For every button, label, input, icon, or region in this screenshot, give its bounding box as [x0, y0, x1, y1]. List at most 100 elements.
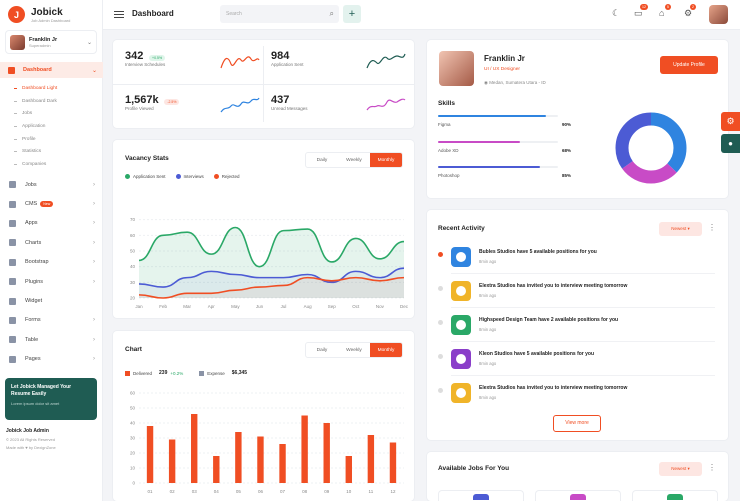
skill-value: 68% — [561, 148, 571, 153]
sidebar-item-jobs[interactable]: Jobs › — [0, 175, 103, 194]
tab-daily[interactable]: Daily — [316, 157, 328, 163]
bar[interactable] — [146, 426, 154, 483]
tab-daily[interactable]: Daily — [316, 347, 328, 353]
submenu-item[interactable]: Application — [14, 120, 57, 133]
settings-float-button[interactable]: ⚙ — [721, 112, 740, 131]
sidebar-item-table[interactable]: Table › — [0, 330, 103, 349]
job-card[interactable] — [438, 490, 524, 501]
y-tick-label: 60 — [130, 391, 136, 396]
submenu-item[interactable]: Jobs — [14, 107, 57, 120]
legend-label: Expense — [207, 370, 225, 376]
donut-slice — [615, 112, 687, 184]
update-profile-button[interactable]: Update Profile — [660, 56, 718, 74]
footer-title: Jobick Job Admin — [6, 428, 49, 434]
sidebar-item-plugins[interactable]: Plugins › — [0, 272, 103, 291]
more-icon[interactable]: ⋮ — [708, 223, 716, 232]
submenu-item[interactable]: Dashboard Dark — [14, 95, 57, 108]
message-icon[interactable]: ▭ — [634, 8, 643, 18]
sidebar-item-apps[interactable]: Apps › — [0, 214, 103, 233]
y-tick-label: 40 — [130, 264, 136, 269]
newest-dropdown[interactable]: Newest ▾ — [659, 462, 702, 476]
submenu-item[interactable]: Profile — [14, 133, 57, 146]
stat-label: Application Sent — [271, 62, 304, 67]
sidebar-item-label: Bootstrap — [25, 259, 49, 266]
legend-item[interactable]: Application Sent — [125, 174, 166, 179]
activity-text: Bubles Studios have 5 available position… — [479, 249, 597, 255]
bar[interactable] — [257, 436, 264, 484]
newest-dropdown[interactable]: Newest ▾ — [659, 222, 702, 236]
view-more-button[interactable]: View more — [553, 415, 601, 432]
legend-item[interactable]: Rejected — [213, 174, 240, 179]
bar[interactable] — [191, 414, 198, 483]
tab-monthly[interactable]: Monthly — [370, 153, 402, 167]
bar[interactable] — [323, 423, 330, 483]
list-item[interactable]: Kleon Studios have 5 available positions… — [427, 349, 727, 383]
submenu-item[interactable]: Dashboard Light — [14, 82, 57, 95]
sidebar-item-dashboard[interactable]: Dashboard ⌄ — [0, 62, 103, 78]
bar[interactable] — [345, 456, 352, 483]
legend-square — [125, 370, 130, 376]
bar[interactable] — [301, 415, 308, 484]
theme-float-button[interactable]: ● — [721, 134, 740, 153]
search-input[interactable]: Search ⌕ — [220, 5, 339, 23]
legend-item[interactable]: Interviews — [175, 174, 204, 179]
company-icon — [451, 281, 471, 301]
more-icon[interactable]: ⋮ — [708, 463, 716, 472]
list-item[interactable]: Bubles Studios have 5 available position… — [427, 247, 727, 281]
trend-sparkline — [366, 98, 406, 111]
sidebar-item-charts[interactable]: Charts › — [0, 233, 103, 252]
gear-icon[interactable]: ⚙ — [684, 8, 693, 18]
moon-icon[interactable]: ☾ — [612, 8, 621, 18]
skill-bar — [438, 115, 546, 117]
skills-title: Skills — [438, 100, 455, 107]
job-card[interactable] — [632, 490, 718, 501]
bar[interactable] — [279, 444, 286, 483]
bar[interactable] — [213, 456, 220, 483]
user-switcher[interactable]: Franklin Jr Superadmin ⌄ — [5, 30, 97, 54]
list-item[interactable]: Highspeed Design Team have 2 available p… — [427, 315, 727, 349]
activity-time: 8min ago — [479, 361, 497, 366]
x-tick-label: 03 — [192, 489, 198, 494]
promo-card[interactable]: Let Jobick Managed Your Resume Easily Lo… — [5, 378, 97, 420]
status-dot — [438, 354, 443, 359]
stat-profile-viewed: 1,567k -2.5% Profile Viewed — [125, 94, 180, 111]
bell-icon[interactable]: ⌂ — [659, 8, 665, 18]
list-item[interactable]: Elextra Studios has invited you to inter… — [427, 383, 727, 417]
submenu-item[interactable]: Companies — [14, 158, 57, 171]
legend-label: Delivered — [133, 370, 153, 376]
add-button[interactable]: + — [343, 5, 361, 23]
sidebar-item-label: Forms — [25, 317, 41, 324]
sidebar-item-forms[interactable]: Forms › — [0, 311, 103, 330]
list-item[interactable]: Elextra Studios has invited you to inter… — [427, 281, 727, 315]
sidebar-item-widget[interactable]: Widget — [0, 291, 103, 310]
submenu-item[interactable]: Statistics — [14, 145, 57, 158]
sidebar-item-cms[interactable]: CMS New › — [0, 194, 103, 213]
bar[interactable] — [235, 432, 242, 483]
bar[interactable] — [389, 442, 397, 484]
delivered-change: +0.2% — [170, 370, 184, 376]
x-tick-label: 07 — [280, 489, 286, 494]
x-tick-label: Aug — [304, 304, 313, 309]
stats-card: 342 +0.5% Interview Schedules 984 Applic… — [113, 40, 414, 128]
sidebar-item-bootstrap[interactable]: Bootstrap › — [0, 253, 103, 272]
profile-location: ◉ Medan, Sumatera Utara - ID — [484, 80, 546, 85]
bar[interactable] — [367, 435, 375, 483]
promo-title: Let Jobick Managed Your Resume Easily — [11, 384, 72, 397]
tab-weekly[interactable]: Weekly — [346, 347, 362, 353]
trend-sparkline — [220, 97, 260, 113]
avatar[interactable] — [709, 5, 728, 24]
tab-weekly[interactable]: Weekly — [346, 157, 362, 163]
y-tick-label: 50 — [130, 249, 136, 254]
menu-toggle-icon[interactable] — [114, 11, 124, 20]
sidebar-item-pages[interactable]: Pages › — [0, 350, 103, 369]
brand[interactable]: J Jobick Job Admin Dashboard — [8, 6, 70, 23]
location-icon: ◉ — [484, 80, 490, 85]
y-tick-label: 20 — [130, 451, 136, 456]
footer-made: Made with ♥ by DexignZone — [6, 445, 56, 450]
activity-time: 8min ago — [479, 395, 497, 400]
tab-monthly[interactable]: Monthly — [370, 343, 402, 357]
bar[interactable] — [168, 439, 176, 484]
job-card[interactable] — [535, 490, 621, 501]
search-icon[interactable]: ⌕ — [329, 9, 334, 18]
x-tick-label: Jan — [135, 304, 143, 309]
